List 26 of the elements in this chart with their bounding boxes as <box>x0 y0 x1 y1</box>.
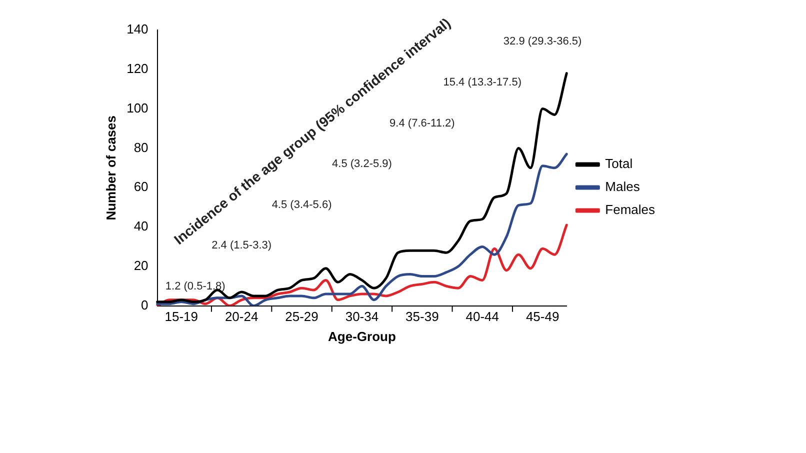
annotation: 4.5 (3.4-5.6) <box>272 198 332 211</box>
y-tick-label: 20 <box>134 258 148 273</box>
y-tick-label: 100 <box>126 100 148 116</box>
legend-label: Males <box>605 179 640 194</box>
x-tick-label: 30-34 <box>345 309 379 324</box>
x-tick-label: 35-39 <box>406 309 439 324</box>
legend-label: Total <box>605 156 633 172</box>
x-tick-label: 40-44 <box>466 309 499 324</box>
annotation: 32.9 (29.3-36.5) <box>503 36 582 48</box>
annotation: 1.2 (0.5-1.8) <box>165 280 226 293</box>
y-tick-label: 0 <box>141 297 148 312</box>
annotation: 15.4 (13.3-17.5) <box>443 76 522 88</box>
y-tick-label: 120 <box>126 60 148 76</box>
x-axis-title: Age-Group <box>328 328 396 344</box>
x-tick-label: 20-24 <box>224 309 258 324</box>
x-tick-label: 15-19 <box>164 309 198 324</box>
y-axis-title: Number of cases <box>103 116 118 220</box>
x-tick-label: 45-49 <box>526 309 560 324</box>
x-tick-label: 25-29 <box>285 309 318 324</box>
y-tick-label: 40 <box>134 218 148 234</box>
y-tick-label: 60 <box>134 179 148 194</box>
y-tick-label: 80 <box>134 140 148 155</box>
annotation: 4.5 (3.2-5.9) <box>332 158 392 170</box>
y-tick-label: 140 <box>126 22 148 37</box>
annotation: 9.4 (7.6-11.2) <box>390 117 455 130</box>
legend-label: Females <box>605 202 656 218</box>
